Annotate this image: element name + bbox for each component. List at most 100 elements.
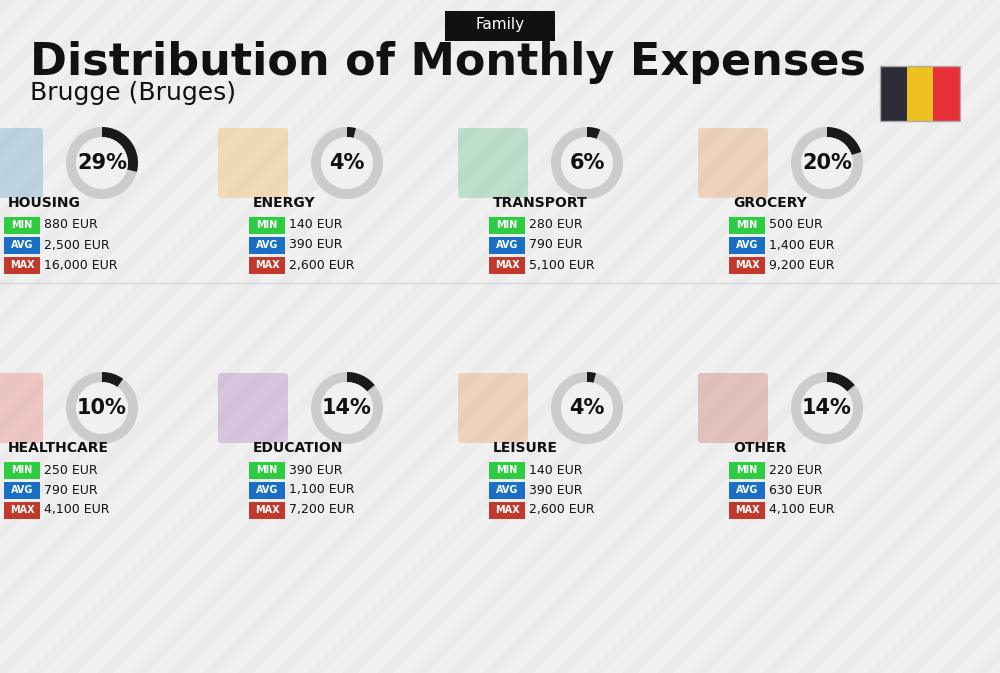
Circle shape bbox=[321, 137, 373, 189]
Text: 14%: 14% bbox=[802, 398, 852, 418]
Wedge shape bbox=[66, 127, 138, 199]
Text: AVG: AVG bbox=[11, 485, 33, 495]
FancyBboxPatch shape bbox=[880, 65, 907, 120]
Text: 250 EUR: 250 EUR bbox=[44, 464, 98, 476]
Text: OTHER: OTHER bbox=[733, 441, 786, 455]
FancyBboxPatch shape bbox=[729, 481, 765, 499]
Circle shape bbox=[801, 137, 853, 189]
Text: 7,200 EUR: 7,200 EUR bbox=[289, 503, 355, 516]
Wedge shape bbox=[791, 372, 863, 444]
FancyBboxPatch shape bbox=[249, 217, 285, 234]
Text: Brugge (Bruges): Brugge (Bruges) bbox=[30, 81, 236, 105]
Text: HEALTHCARE: HEALTHCARE bbox=[8, 441, 109, 455]
Text: 14%: 14% bbox=[322, 398, 372, 418]
Text: 6%: 6% bbox=[569, 153, 605, 173]
Text: 140 EUR: 140 EUR bbox=[289, 219, 342, 232]
Wedge shape bbox=[102, 372, 123, 387]
Wedge shape bbox=[827, 372, 855, 392]
Text: AVG: AVG bbox=[256, 240, 278, 250]
FancyBboxPatch shape bbox=[489, 256, 525, 273]
Wedge shape bbox=[102, 127, 138, 172]
FancyBboxPatch shape bbox=[249, 462, 285, 479]
Wedge shape bbox=[587, 127, 600, 139]
Text: MIN: MIN bbox=[11, 465, 33, 475]
Text: AVG: AVG bbox=[496, 485, 518, 495]
Text: AVG: AVG bbox=[736, 240, 758, 250]
FancyBboxPatch shape bbox=[0, 373, 43, 443]
FancyBboxPatch shape bbox=[489, 481, 525, 499]
Text: MAX: MAX bbox=[495, 505, 519, 515]
Text: 4,100 EUR: 4,100 EUR bbox=[769, 503, 834, 516]
Text: 1,100 EUR: 1,100 EUR bbox=[289, 483, 354, 497]
FancyBboxPatch shape bbox=[4, 217, 40, 234]
FancyBboxPatch shape bbox=[489, 236, 525, 254]
Wedge shape bbox=[311, 127, 383, 199]
Circle shape bbox=[801, 382, 853, 434]
FancyBboxPatch shape bbox=[729, 236, 765, 254]
FancyBboxPatch shape bbox=[4, 462, 40, 479]
Text: MAX: MAX bbox=[10, 260, 34, 270]
FancyBboxPatch shape bbox=[249, 236, 285, 254]
Text: MAX: MAX bbox=[10, 505, 34, 515]
Text: TRANSPORT: TRANSPORT bbox=[493, 196, 588, 210]
Text: EDUCATION: EDUCATION bbox=[253, 441, 343, 455]
Text: 790 EUR: 790 EUR bbox=[44, 483, 98, 497]
Text: 5,100 EUR: 5,100 EUR bbox=[529, 258, 595, 271]
Wedge shape bbox=[311, 372, 383, 444]
FancyBboxPatch shape bbox=[249, 481, 285, 499]
FancyBboxPatch shape bbox=[4, 481, 40, 499]
Circle shape bbox=[321, 382, 373, 434]
FancyBboxPatch shape bbox=[4, 501, 40, 518]
FancyBboxPatch shape bbox=[489, 462, 525, 479]
Circle shape bbox=[561, 382, 613, 434]
Text: MIN: MIN bbox=[256, 465, 278, 475]
Text: 280 EUR: 280 EUR bbox=[529, 219, 583, 232]
FancyBboxPatch shape bbox=[729, 501, 765, 518]
Wedge shape bbox=[587, 372, 596, 383]
Text: AVG: AVG bbox=[256, 485, 278, 495]
Wedge shape bbox=[347, 127, 356, 138]
Text: 16,000 EUR: 16,000 EUR bbox=[44, 258, 118, 271]
Text: MAX: MAX bbox=[255, 505, 279, 515]
FancyBboxPatch shape bbox=[458, 373, 528, 443]
Text: 10%: 10% bbox=[77, 398, 127, 418]
Text: LEISURE: LEISURE bbox=[493, 441, 558, 455]
Text: AVG: AVG bbox=[11, 240, 33, 250]
Text: MIN: MIN bbox=[496, 220, 518, 230]
FancyBboxPatch shape bbox=[933, 65, 960, 120]
FancyBboxPatch shape bbox=[698, 373, 768, 443]
Text: MIN: MIN bbox=[736, 465, 758, 475]
Circle shape bbox=[561, 137, 613, 189]
Wedge shape bbox=[66, 372, 138, 444]
Text: AVG: AVG bbox=[736, 485, 758, 495]
Text: MAX: MAX bbox=[255, 260, 279, 270]
Text: 4%: 4% bbox=[569, 398, 605, 418]
Text: 790 EUR: 790 EUR bbox=[529, 238, 583, 252]
FancyBboxPatch shape bbox=[907, 65, 933, 120]
Text: 500 EUR: 500 EUR bbox=[769, 219, 823, 232]
Text: MIN: MIN bbox=[256, 220, 278, 230]
Wedge shape bbox=[791, 127, 863, 199]
FancyBboxPatch shape bbox=[0, 128, 43, 198]
Text: 630 EUR: 630 EUR bbox=[769, 483, 822, 497]
Text: Distribution of Monthly Expenses: Distribution of Monthly Expenses bbox=[30, 42, 866, 85]
Text: 2,600 EUR: 2,600 EUR bbox=[529, 503, 594, 516]
Text: 9,200 EUR: 9,200 EUR bbox=[769, 258, 834, 271]
FancyBboxPatch shape bbox=[249, 501, 285, 518]
Circle shape bbox=[76, 382, 128, 434]
Wedge shape bbox=[347, 372, 375, 392]
FancyBboxPatch shape bbox=[729, 217, 765, 234]
Wedge shape bbox=[551, 372, 623, 444]
Text: 390 EUR: 390 EUR bbox=[289, 238, 342, 252]
Text: 1,400 EUR: 1,400 EUR bbox=[769, 238, 834, 252]
Text: 2,600 EUR: 2,600 EUR bbox=[289, 258, 354, 271]
Text: 140 EUR: 140 EUR bbox=[529, 464, 582, 476]
Text: 4,100 EUR: 4,100 EUR bbox=[44, 503, 110, 516]
Text: 20%: 20% bbox=[802, 153, 852, 173]
FancyBboxPatch shape bbox=[249, 256, 285, 273]
Text: AVG: AVG bbox=[496, 240, 518, 250]
Text: MIN: MIN bbox=[496, 465, 518, 475]
Text: GROCERY: GROCERY bbox=[733, 196, 807, 210]
FancyBboxPatch shape bbox=[218, 373, 288, 443]
Text: Family: Family bbox=[475, 17, 525, 32]
